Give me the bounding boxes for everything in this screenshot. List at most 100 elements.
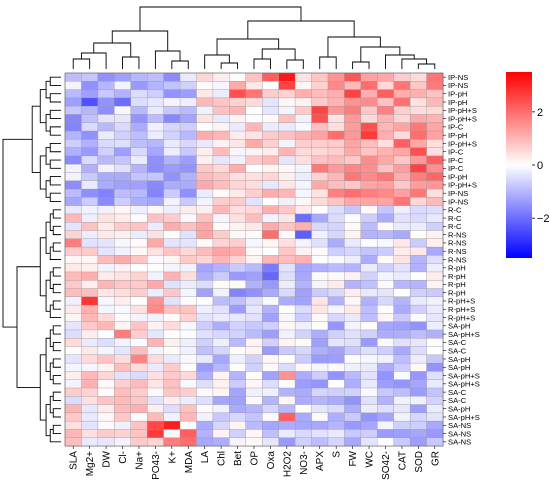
heatmap-cell: [245, 197, 263, 207]
column-label: Na+: [134, 451, 145, 470]
heatmap-cell: [262, 371, 280, 381]
column-label: FW: [348, 450, 359, 466]
heatmap-cell: [360, 379, 378, 389]
row-label: IP-C: [448, 156, 464, 165]
heatmap-cell: [64, 338, 82, 348]
heatmap-cell: [163, 122, 181, 132]
heatmap-cell: [212, 180, 230, 190]
heatmap-cell: [294, 221, 313, 231]
heatmap-cell: [344, 105, 362, 115]
heatmap-cell: [409, 230, 428, 240]
heatmap-cell: [262, 437, 280, 447]
heatmap-cell: [393, 354, 411, 364]
heatmap-cell: [97, 346, 115, 356]
heatmap-cell: [196, 105, 214, 115]
heatmap-cell: [114, 387, 132, 397]
heatmap-cell: [426, 379, 444, 389]
heatmap-cell: [130, 280, 148, 290]
heatmap-cell: [196, 205, 214, 215]
heatmap-cell: [311, 105, 329, 115]
row-dendrogram-branch: [45, 404, 51, 437]
heatmap-cell: [64, 288, 82, 298]
heatmap-cell: [327, 197, 345, 207]
heatmap-cell: [179, 238, 197, 248]
heatmap-cell: [311, 271, 329, 281]
heatmap-cell: [327, 221, 345, 231]
heatmap-cell: [360, 72, 378, 82]
heatmap-cell: [262, 130, 280, 140]
heatmap-cell: [327, 346, 345, 356]
heatmap-cell: [262, 429, 280, 439]
heatmap-cell: [97, 180, 115, 190]
heatmap-cell: [360, 163, 378, 173]
heatmap-cell: [212, 338, 230, 348]
heatmap-cell: [163, 338, 181, 348]
heatmap-cell: [278, 122, 296, 132]
heatmap-cell: [393, 346, 411, 356]
heatmap-cell: [163, 197, 181, 207]
heatmap-cell: [278, 304, 296, 314]
heatmap-cell: [163, 139, 181, 149]
heatmap-cell: [64, 346, 82, 356]
heatmap-cell: [114, 437, 132, 447]
column-dendrogram: [72, 6, 436, 69]
heatmap-cell: [97, 105, 115, 115]
row-label: R-NS: [448, 247, 467, 256]
heatmap-cell: [294, 139, 313, 149]
heatmap-cell: [409, 221, 428, 231]
heatmap-cell: [262, 114, 280, 124]
heatmap-cell: [426, 404, 444, 414]
row-dendrogram-branch: [49, 246, 61, 260]
heatmap-cell: [212, 72, 230, 82]
heatmap-cell: [81, 271, 99, 281]
heatmap-cell: [114, 197, 132, 207]
heatmap-cell: [196, 155, 214, 165]
heatmap-cell: [426, 139, 444, 149]
heatmap-cell: [196, 122, 214, 132]
heatmap-cell: [114, 420, 132, 430]
heatmap-cell: [179, 404, 197, 414]
heatmap-cell: [146, 122, 165, 132]
heatmap-cell: [163, 163, 181, 173]
heatmap-cell: [245, 155, 263, 165]
heatmap-cell: [64, 304, 82, 314]
heatmap-cell: [409, 412, 428, 422]
heatmap-cell: [294, 155, 313, 165]
heatmap-cell: [311, 197, 329, 207]
heatmap-cell: [344, 139, 362, 149]
heatmap-cell: [409, 296, 428, 306]
heatmap-cell: [278, 155, 296, 165]
column-dendrogram-branch: [286, 59, 304, 69]
heatmap-cell: [130, 205, 148, 215]
heatmap-cell: [179, 304, 197, 314]
heatmap-cell: [294, 97, 313, 107]
heatmap-cell: [146, 313, 165, 323]
heatmap-cell: [278, 114, 296, 124]
heatmap-cell: [114, 346, 132, 356]
heatmap-cell: [360, 89, 378, 99]
heatmap-cell: [344, 114, 362, 124]
heatmap-cell: [179, 387, 197, 397]
heatmap-cell: [344, 437, 362, 447]
row-label: IP-NS: [448, 81, 468, 90]
heatmap-cell: [377, 404, 395, 414]
heatmap-cell: [294, 114, 313, 124]
heatmap-cell: [179, 72, 197, 82]
heatmap-cell: [163, 362, 181, 372]
row-label: IP-pH: [448, 172, 467, 181]
heatmap-cell: [245, 346, 263, 356]
heatmap-cell: [196, 338, 214, 348]
heatmap-cell: [393, 221, 411, 231]
heatmap-cell: [278, 288, 296, 298]
heatmap-cell: [377, 197, 395, 207]
heatmap-cell: [114, 172, 132, 182]
column-dendrogram-branch: [352, 61, 370, 69]
heatmap-cell: [130, 437, 148, 447]
heatmap-cell: [179, 139, 197, 149]
heatmap-cell: [344, 346, 362, 356]
heatmap-cell: [262, 180, 280, 190]
heatmap-cell: [311, 379, 329, 389]
heatmap-cell: [212, 420, 230, 430]
heatmap-cell: [130, 155, 148, 165]
heatmap-cell: [163, 296, 181, 306]
